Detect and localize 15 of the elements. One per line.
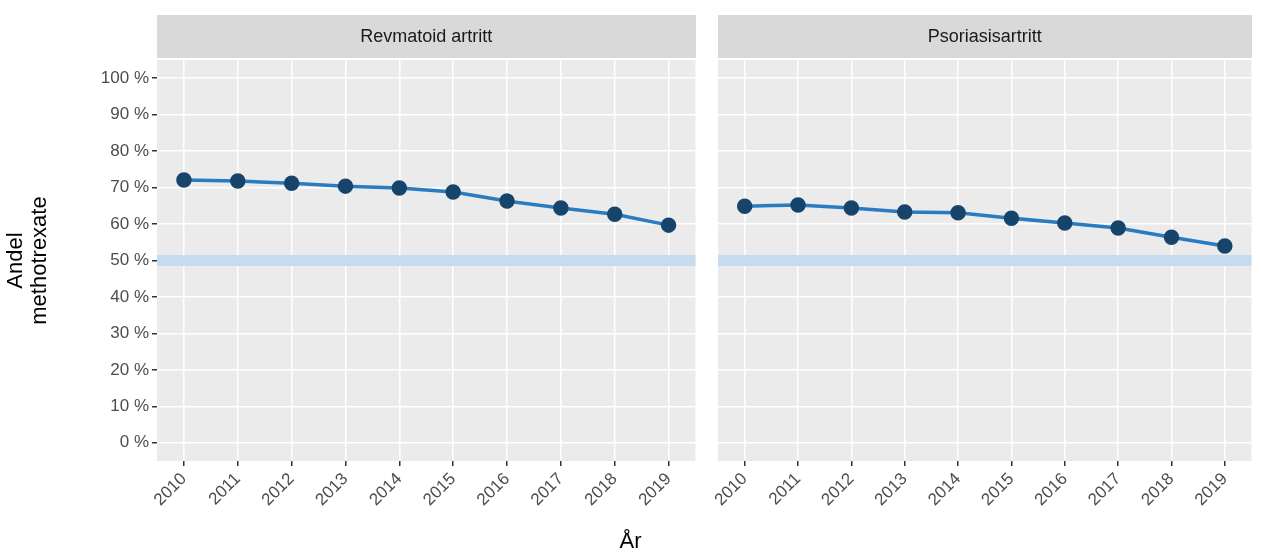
chart-title: Revmatoid artritt <box>157 15 696 58</box>
y-tick-label: 0 % <box>119 432 149 452</box>
y-tick-label: 60 % <box>110 213 149 233</box>
y-tick-label: 40 % <box>110 286 149 306</box>
y-tick-label: 90 % <box>110 104 149 124</box>
y-tick-label: 50 % <box>110 250 149 270</box>
chart-title: Psoriasisartritt <box>718 15 1252 58</box>
y-tick-label: 70 % <box>110 177 149 197</box>
y-tick-label: 30 % <box>110 323 149 343</box>
y-axis-title: Andel methotrexate <box>2 196 52 325</box>
y-tick-label: 80 % <box>110 140 149 160</box>
y-tick-label: 10 % <box>110 396 149 416</box>
x-axis-title: År <box>618 528 643 554</box>
y-tick-label: 100 % <box>100 67 149 87</box>
y-tick-label: 20 % <box>110 359 149 379</box>
